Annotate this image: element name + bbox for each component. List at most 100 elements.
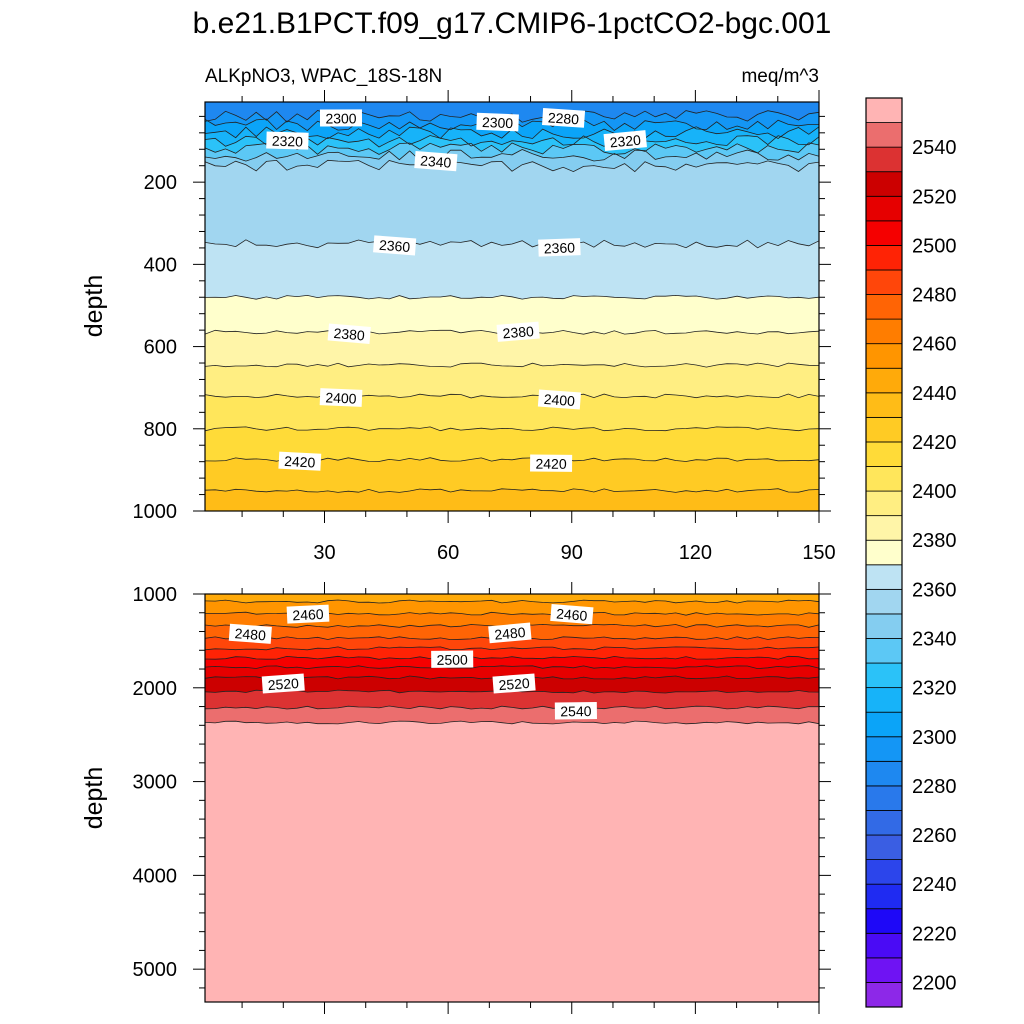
contour-label-box <box>286 604 330 624</box>
contour-band <box>205 690 819 709</box>
colorbar-bin <box>865 539 903 566</box>
contour-band <box>205 135 819 155</box>
x-tick-label: 90 <box>561 542 583 564</box>
upper-panel: 2300 2300 2280 2320 2320 2340 2360 2360 2380 2380… <box>133 90 836 564</box>
contour-line <box>204 362 820 368</box>
colorbar-tick-label: 2260 <box>912 825 957 847</box>
colorbar-bin <box>865 638 903 664</box>
contour-label-box <box>261 673 305 694</box>
contour-label-box <box>278 451 322 471</box>
colorbar-bin <box>865 760 903 787</box>
contour-label-box <box>327 323 371 344</box>
contour-band <box>205 457 819 493</box>
contour-label-text: 2320 <box>272 133 304 150</box>
colorbar-bin <box>865 564 903 590</box>
contour-label-text: 2520 <box>498 675 530 693</box>
contour-label-text: 2460 <box>292 606 324 623</box>
contour-band <box>205 160 819 248</box>
colorbar-tick-label: 2400 <box>912 481 957 503</box>
contour-label-box <box>496 321 540 342</box>
contour-label: 2300 <box>476 112 519 132</box>
contour-line <box>204 488 820 493</box>
contour-label-box <box>319 109 363 127</box>
y-tick-label: 200 <box>144 172 177 194</box>
colorbar-tick-label: 2280 <box>912 776 957 798</box>
colorbar-tick-label: 2500 <box>912 235 957 257</box>
chart-title: b.e21.B1PCT.f09_g17.CMIP6-1pctCO2-bgc.00… <box>193 7 832 40</box>
colorbar-bin <box>865 687 903 713</box>
colorbar-bin <box>865 982 903 1008</box>
colorbar-bin <box>865 466 903 492</box>
contour-label: 2320 <box>603 130 647 152</box>
lower-panel: 2460 2460 2480 2480 2500 2520 2520 2540 1000 2000… <box>133 582 831 1014</box>
contour-band <box>205 126 819 147</box>
colorbar-tick-label: 2320 <box>912 678 957 700</box>
contour-label-text: 2360 <box>378 237 410 255</box>
colorbar: 2200 2220 2240 2260 2280 2300 2320 2340 2360 2380… <box>865 97 957 1008</box>
contour-label-text: 2340 <box>420 152 452 170</box>
colorbar-bin <box>865 97 903 123</box>
colorbar-bin <box>865 859 903 885</box>
colorbar-frame <box>865 97 903 1008</box>
colorbar-bin <box>865 957 903 983</box>
contour-label-box <box>488 622 532 644</box>
contour-band <box>205 394 819 431</box>
subtitle-right: meq/m^3 <box>741 66 819 87</box>
contour-line <box>204 393 820 399</box>
colorbar-bin <box>865 294 903 320</box>
colorbar-bin <box>865 318 903 345</box>
contour-line <box>204 294 820 300</box>
contour-band <box>205 295 819 335</box>
contour-label-text: 2320 <box>609 132 642 151</box>
contour-label: 2540 <box>554 701 597 720</box>
contour-label-text: 2480 <box>494 624 527 643</box>
contour-label-text: 2420 <box>535 456 566 472</box>
colorbar-tick-label: 2300 <box>912 727 957 749</box>
colorbar-bin <box>865 588 903 615</box>
contour-label-text: 2380 <box>333 325 366 344</box>
colorbar-bin <box>865 122 903 148</box>
contour-label-text: 2480 <box>234 625 266 643</box>
colorbar-tick-label: 2420 <box>912 432 957 454</box>
colorbar-bin <box>865 736 903 762</box>
contour-label: 2360 <box>373 235 417 256</box>
colorbar-bin <box>865 146 903 173</box>
colorbar-bin <box>865 245 903 271</box>
contour-band <box>205 426 819 462</box>
contour-label: 2380 <box>327 323 371 344</box>
contour-band <box>205 239 819 300</box>
contour-band <box>205 646 819 660</box>
contour-band <box>205 488 819 511</box>
contour-band <box>205 363 819 398</box>
colorbar-bin <box>865 834 903 860</box>
y-tick-label: 800 <box>144 419 177 441</box>
plot-frame <box>204 593 820 1003</box>
contour-label: 2500 <box>431 650 474 668</box>
contour-label-box <box>414 151 458 172</box>
contour-label: 2360 <box>538 238 581 257</box>
contour-label-box <box>542 108 586 128</box>
contour-label: 2320 <box>266 131 309 150</box>
contour-line <box>204 149 820 162</box>
y-tick-label: 2000 <box>133 678 178 700</box>
colorbar-tick-label: 2220 <box>912 923 957 945</box>
contour-line <box>204 426 820 432</box>
colorbar-bin <box>865 662 903 689</box>
contour-line <box>204 159 820 173</box>
x-tick-label: 150 <box>802 542 835 564</box>
contour-band <box>205 600 819 616</box>
contour-line <box>204 239 820 249</box>
colorbar-bin <box>865 515 903 541</box>
contour-label: 2280 <box>542 108 586 128</box>
contour-label-box <box>538 238 581 257</box>
contour-band <box>205 636 819 650</box>
contour-label: 2520 <box>492 673 536 694</box>
contour-label-box <box>319 388 363 407</box>
y-tick-label: 4000 <box>133 865 178 887</box>
contour-label: 2400 <box>319 388 363 407</box>
contour-label-box <box>476 112 519 132</box>
contour-band <box>205 102 819 123</box>
subtitle-left: ALKpNO3, WPAC_18S-18N <box>205 66 442 87</box>
colorbar-bin <box>865 490 903 517</box>
y-axis-label-lower: depth <box>80 767 108 830</box>
